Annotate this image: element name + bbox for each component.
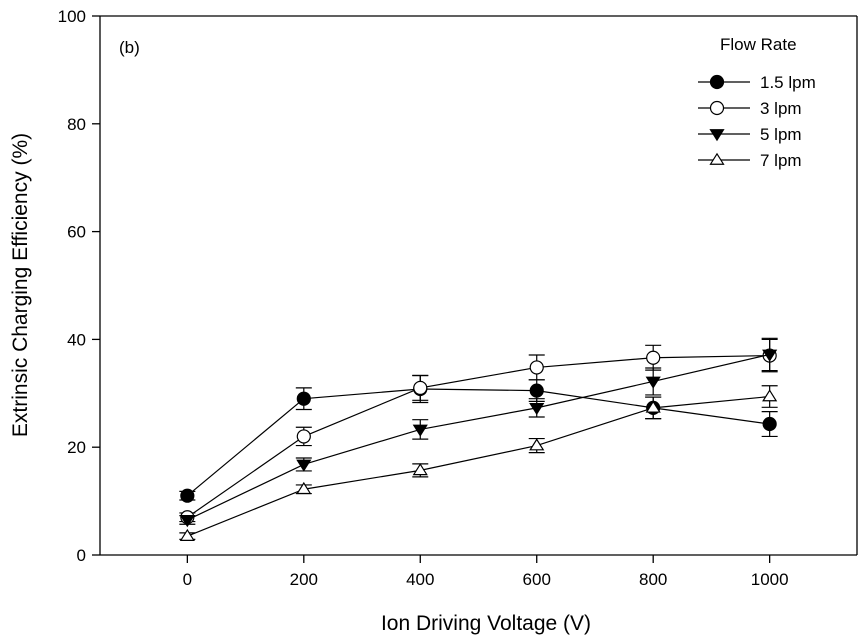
series-line <box>187 353 770 521</box>
y-tick-label: 0 <box>77 546 86 565</box>
data-point <box>529 360 544 375</box>
x-tick-label: 200 <box>290 570 318 589</box>
series-7-lpm <box>179 385 778 541</box>
y-tick-label: 80 <box>67 115 86 134</box>
data-point <box>412 463 428 476</box>
series-3-lpm <box>179 338 778 525</box>
x-tick-label: 400 <box>406 570 434 589</box>
series-layer <box>179 337 778 541</box>
data-point <box>412 424 428 437</box>
x-axis-label: Ion Driving Voltage (V) <box>381 612 591 635</box>
y-tick-label: 100 <box>58 7 86 26</box>
data-point <box>413 380 428 396</box>
y-axis-label: Extrinsic Charging Efficiency (%) <box>9 133 32 437</box>
x-tick-label: 600 <box>523 570 551 589</box>
y-tick-label: 40 <box>67 330 86 349</box>
data-point <box>180 488 195 503</box>
legend-entry-label: 5 lpm <box>760 125 802 144</box>
data-point <box>529 438 545 451</box>
data-point <box>179 528 195 541</box>
data-point <box>646 350 661 365</box>
data-point <box>762 349 778 362</box>
legend-entry-label: 7 lpm <box>760 151 802 170</box>
series-line <box>186 388 770 497</box>
data-point <box>296 481 312 495</box>
panel-label: (b) <box>119 38 140 57</box>
y-tick-label: 20 <box>67 438 86 457</box>
data-point <box>296 459 312 472</box>
series-line <box>187 395 770 537</box>
legend-marker <box>709 129 725 142</box>
data-point <box>296 391 311 406</box>
x-tick-label: 1000 <box>751 570 789 589</box>
data-point <box>762 416 777 432</box>
series-line <box>187 354 770 518</box>
legend-marker <box>709 100 725 116</box>
x-tick-label: 800 <box>639 570 667 589</box>
data-point <box>529 403 545 416</box>
data-point <box>296 429 311 444</box>
data-point <box>645 400 661 413</box>
data-point <box>762 389 778 402</box>
series-5-lpm <box>179 337 778 528</box>
legend-entry-label: 1.5 lpm <box>760 73 816 92</box>
legend-marker <box>709 74 725 90</box>
series-1-5-lpm <box>179 374 778 503</box>
y-tick-label: 60 <box>67 223 86 242</box>
legend-entry-label: 3 lpm <box>760 99 802 118</box>
data-point <box>179 515 195 528</box>
legend-title: Flow Rate <box>720 35 797 54</box>
data-point <box>645 376 661 389</box>
legend-marker <box>709 152 725 165</box>
data-point <box>529 383 544 398</box>
x-tick-label: 0 <box>183 570 192 589</box>
legend: Flow Rate 1.5 lpm 3 lpm 5 lpm 7 lpm <box>698 35 816 170</box>
